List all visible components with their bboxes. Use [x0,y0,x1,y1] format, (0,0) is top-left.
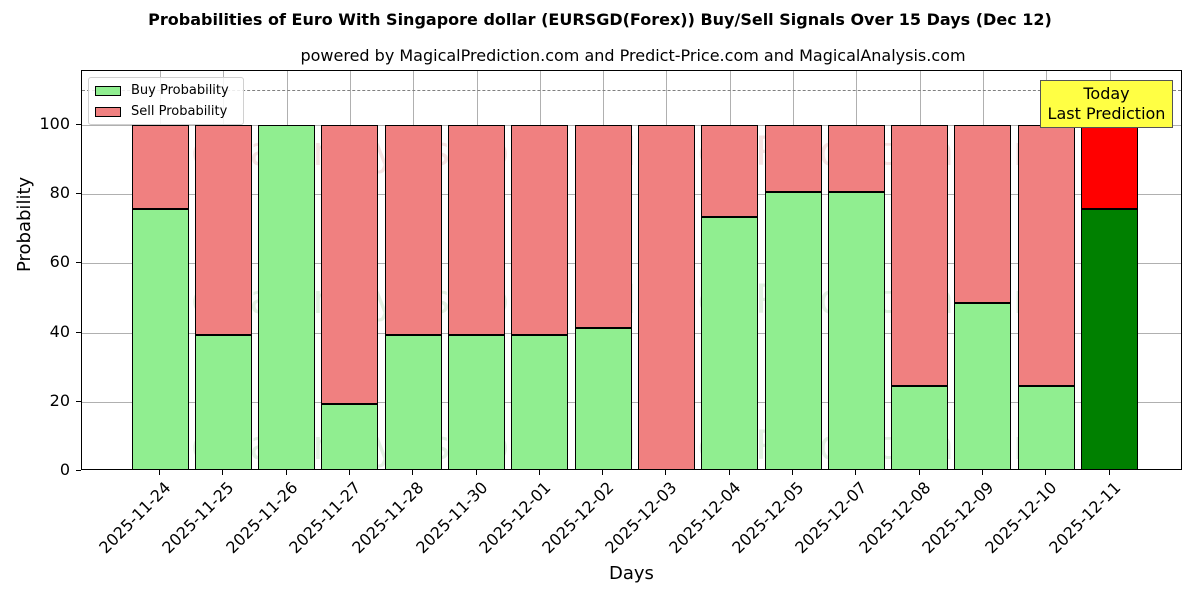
x-tick-mark [728,470,730,475]
plot-area: MagicalAnalysis.comMagicalPrediction.com… [81,70,1182,470]
bar-sell [891,125,949,386]
x-tick-mark [348,470,350,475]
y-tick-label: 80 [49,183,70,203]
bar-sell [384,125,442,336]
x-tick-mark [1045,470,1047,475]
bar-sell [574,125,632,329]
bar-buy [448,335,505,469]
y-tick-mark [76,331,81,333]
buy-swatch-icon [95,85,121,96]
bar-sell [321,125,379,404]
bar-buy [321,403,379,469]
bar-sell [1017,125,1075,386]
threshold-line [82,90,1181,92]
chart-title: Probabilities of Euro With Singapore dol… [148,10,1052,29]
bar-buy [827,192,885,469]
today-annotation: Today Last Prediction [1040,80,1173,128]
x-tick-mark [475,470,477,475]
y-tick-mark [76,124,81,125]
bar-buy [954,302,1012,469]
bar-sell [1081,125,1138,210]
y-tick-label: 20 [49,390,70,410]
bar-buy [701,217,759,469]
bar-sell [637,125,695,469]
bar-sell [194,125,252,336]
y-tick-label: 60 [49,252,70,272]
bar-buy [574,328,632,469]
y-tick-mark [76,470,81,471]
x-tick-mark [222,470,224,475]
x-tick-mark [285,470,287,475]
x-tick-mark [665,470,667,475]
legend-item-sell: Sell Probability [95,104,227,119]
bar-buy [511,335,569,469]
y-tick-label: 0 [59,460,70,479]
annotation-line-1: Today [1083,84,1130,103]
bar-buy [1081,209,1138,469]
x-tick-mark [981,470,983,475]
legend-item-buy: Buy Probability [95,83,229,98]
x-tick-mark [538,470,540,475]
x-tick-mark [1108,470,1110,475]
bar-buy [194,335,252,469]
chart-subtitle: powered by MagicalPrediction.com and Pre… [300,46,966,65]
bar-sell [827,125,885,193]
bar-buy [1017,385,1075,469]
bar-buy [258,125,316,469]
annotation-line-2: Last Prediction [1047,104,1166,123]
bar-sell [511,125,569,336]
sell-swatch-icon [95,106,121,117]
y-tick-mark [76,193,81,195]
legend-sell-label: Sell Probability [131,104,228,119]
y-tick-mark [76,262,81,264]
y-tick-mark [76,400,81,402]
bar-buy [131,209,189,469]
bar-sell [954,125,1012,303]
x-tick-mark [412,470,414,475]
x-tick-mark [918,470,920,475]
x-axis-label: Days [609,563,654,584]
bar-buy [764,192,822,469]
legend: Buy Probability Sell Probability [88,77,244,125]
x-tick-mark [602,470,604,475]
bar-sell [131,125,189,210]
y-tick-label: 100 [39,114,70,133]
legend-buy-label: Buy Probability [131,83,229,98]
x-tick-mark [159,470,160,475]
bar-sell [701,125,759,218]
bar-buy [891,385,949,469]
x-tick-mark [792,470,793,475]
x-tick-mark [855,470,857,475]
bar-sell [448,125,505,336]
y-axis-label: Probability [14,176,35,272]
bar-sell [764,125,822,193]
y-tick-label: 40 [49,321,70,341]
bar-buy [384,335,442,469]
